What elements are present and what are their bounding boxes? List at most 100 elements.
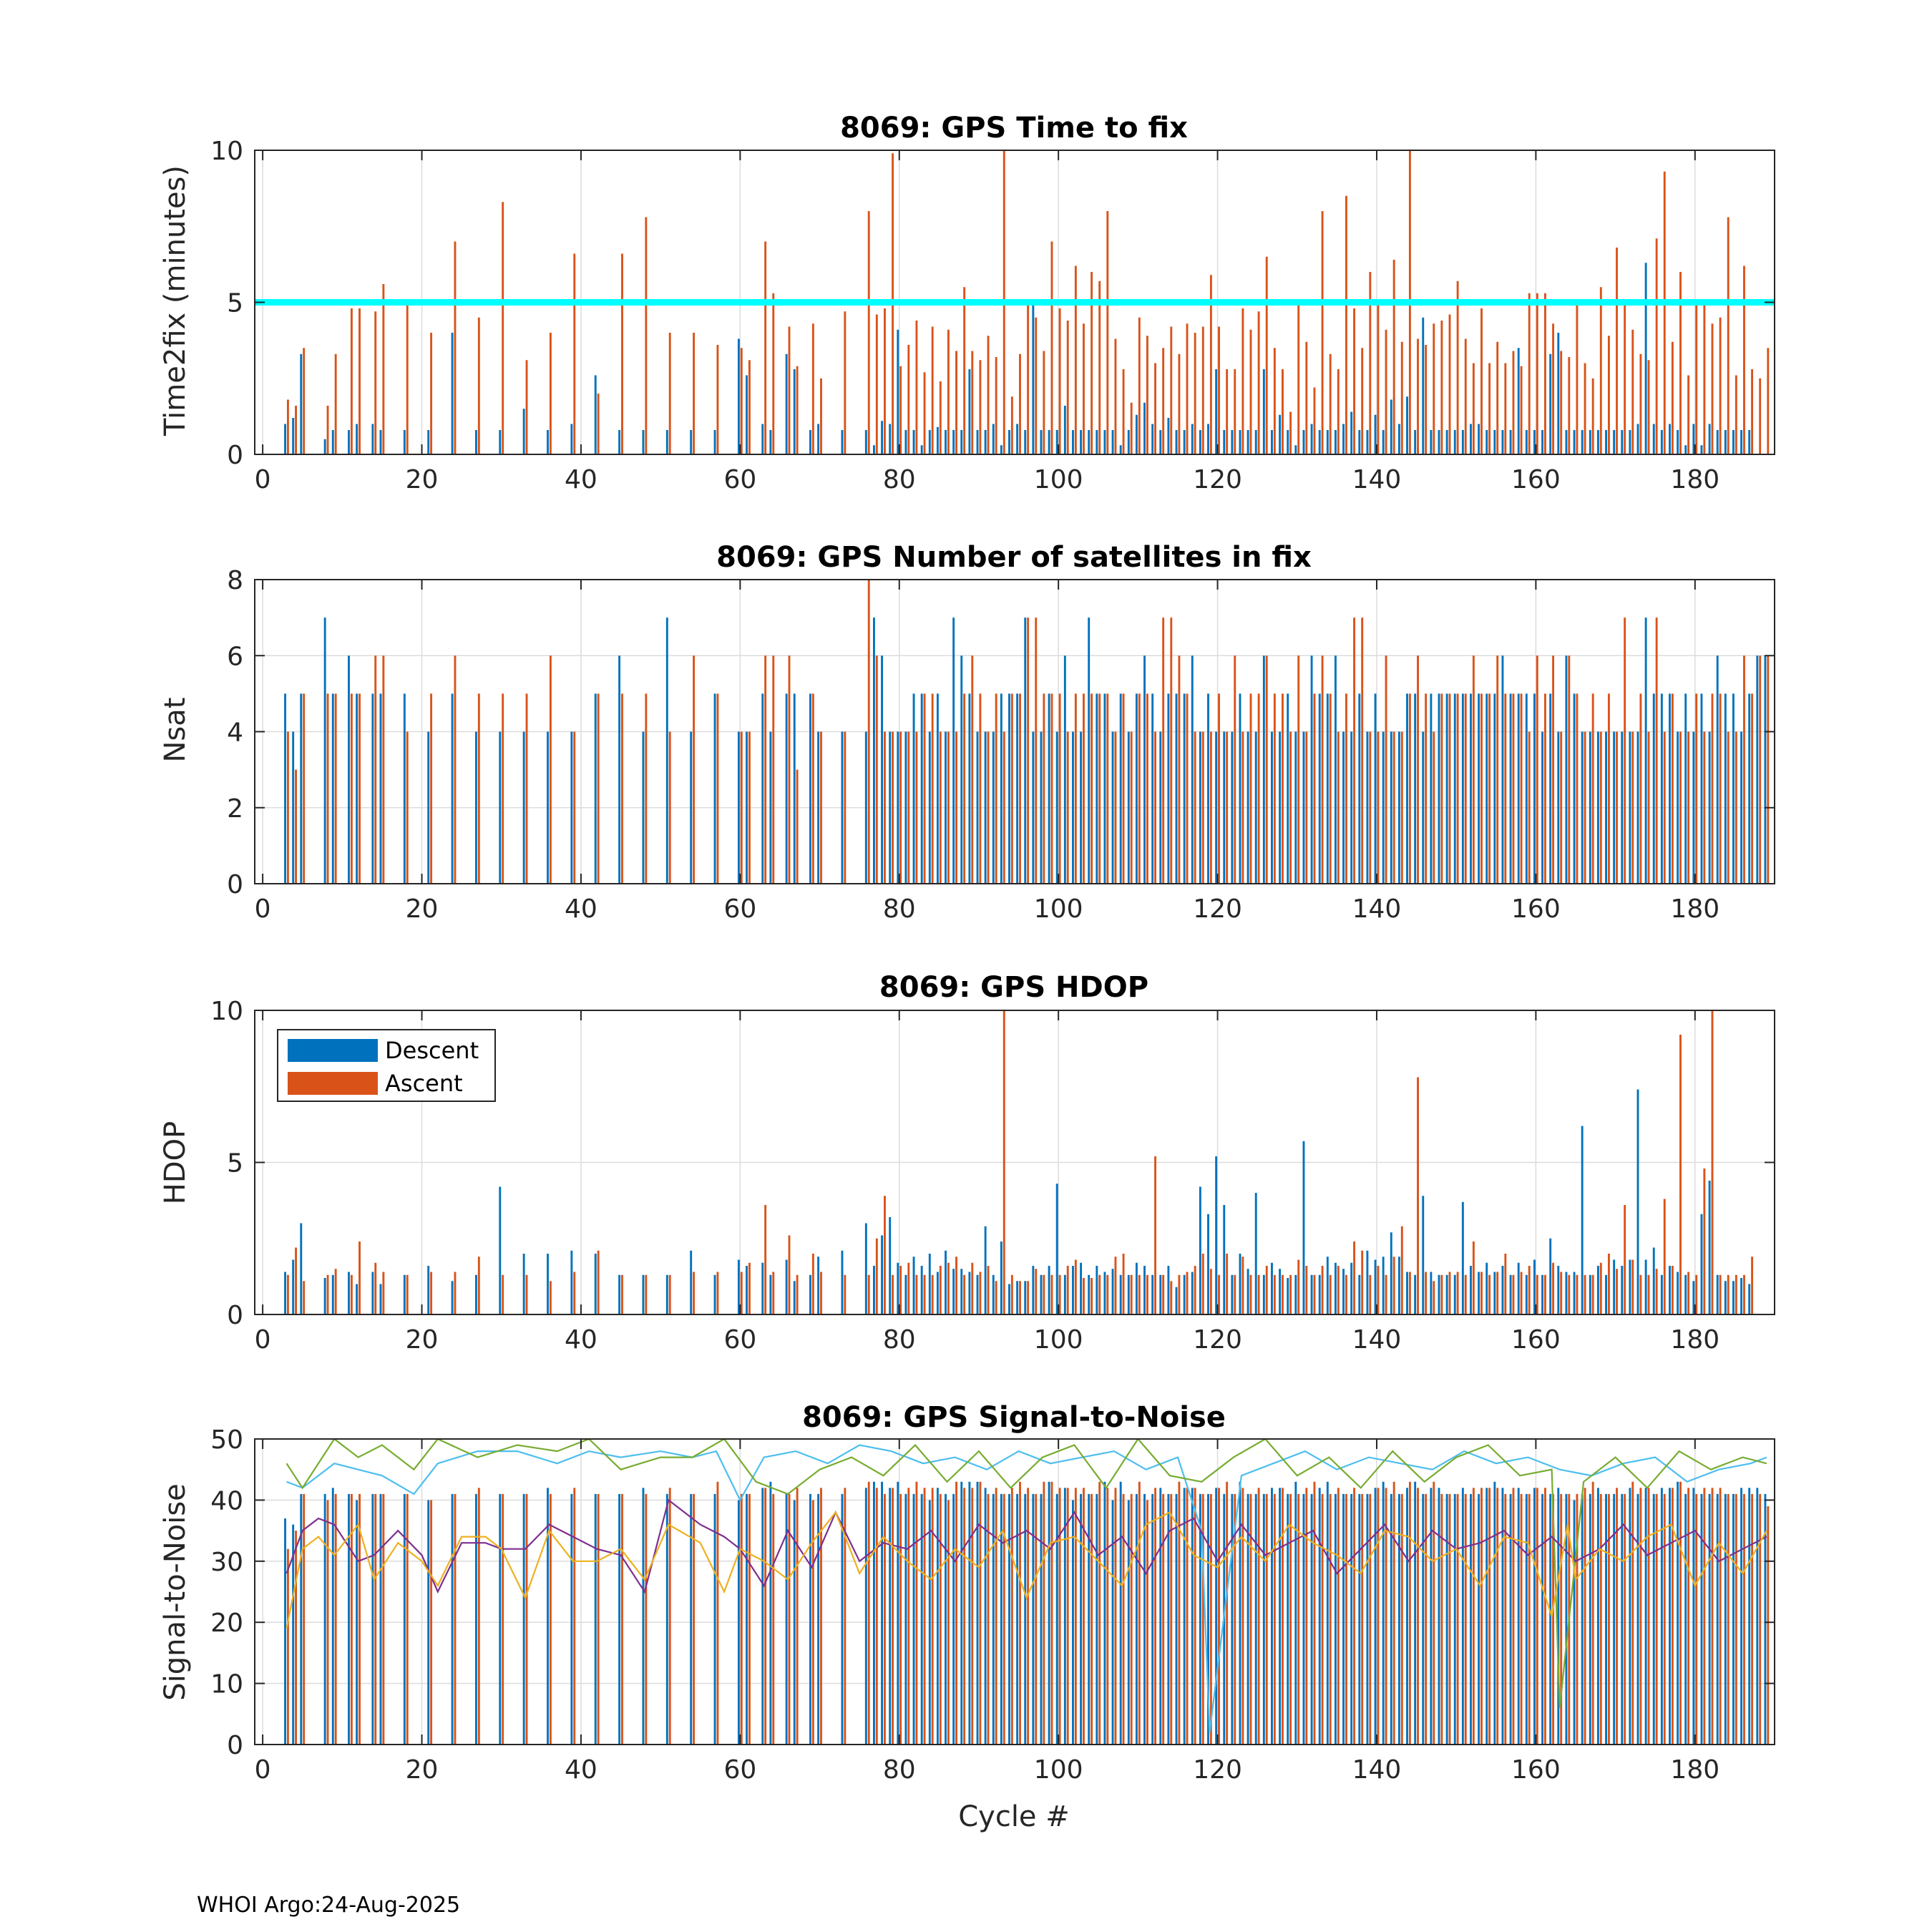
bar-descent — [1287, 1493, 1289, 1745]
bar-descent — [785, 1259, 788, 1314]
bar-ascent — [1480, 308, 1483, 454]
bar-ascent — [1528, 731, 1531, 884]
bar-ascent — [931, 1274, 934, 1314]
bar-ascent — [1488, 363, 1491, 454]
bar-descent — [1533, 430, 1536, 454]
bar-descent — [1254, 731, 1257, 884]
bar-descent — [1326, 693, 1329, 884]
y-tick-label: 0 — [227, 870, 243, 899]
bar-ascent — [1209, 1269, 1212, 1314]
bar-ascent — [1091, 1493, 1093, 1745]
bar-ascent — [1647, 1488, 1650, 1745]
bar-descent — [1358, 430, 1361, 454]
bar-descent — [1302, 1493, 1305, 1745]
bar-descent — [1342, 731, 1345, 884]
bar-descent — [1055, 731, 1058, 884]
bar-ascent — [788, 326, 791, 454]
bar-descent — [356, 1500, 358, 1745]
bar-ascent — [987, 1266, 990, 1314]
bar-descent — [1040, 1274, 1043, 1314]
bar-ascent — [1209, 275, 1212, 454]
bar-ascent — [1631, 329, 1634, 454]
bar-ascent — [1010, 1488, 1013, 1745]
bar-descent — [1414, 1274, 1417, 1314]
bar-ascent — [1576, 693, 1579, 884]
bar-descent — [499, 1186, 502, 1314]
bar-descent — [1223, 1205, 1226, 1314]
y-axis-label-time2fix: Time2fix (minutes) — [159, 165, 192, 436]
bar-descent — [522, 731, 525, 884]
bar-ascent — [454, 655, 457, 884]
bar-ascent — [1512, 693, 1515, 884]
bar-ascent — [1377, 1488, 1380, 1745]
bar-descent — [1024, 1493, 1027, 1745]
bar-ascent — [1751, 693, 1754, 884]
bar-ascent — [1663, 731, 1666, 884]
bar-descent — [1390, 1232, 1392, 1314]
bar-ascent — [1035, 618, 1038, 884]
plot-marks — [284, 1010, 1754, 1314]
bar-ascent — [1607, 336, 1610, 454]
bar-descent — [1581, 430, 1584, 454]
bar-descent — [356, 693, 358, 884]
bar-descent — [1501, 1266, 1504, 1314]
bar-descent — [618, 430, 621, 454]
bar-ascent — [525, 1493, 528, 1745]
bar-descent — [1596, 1266, 1599, 1314]
x-tick-label: 140 — [1352, 1325, 1402, 1355]
bar-ascent — [1345, 195, 1347, 454]
bar-ascent — [374, 1493, 377, 1745]
bar-descent — [1549, 1493, 1552, 1745]
bar-descent — [1143, 1493, 1146, 1745]
bar-descent — [1318, 1274, 1321, 1314]
bar-descent — [1287, 430, 1289, 454]
bar-descent — [1589, 731, 1591, 884]
bar-descent — [968, 1272, 971, 1314]
bar-descent — [348, 655, 350, 884]
bar-descent — [1660, 693, 1663, 884]
bar-ascent — [1265, 256, 1268, 454]
bar-descent — [427, 731, 430, 884]
bar-ascent — [1504, 693, 1507, 884]
bar-descent — [1080, 1262, 1083, 1314]
y-axis-label-nsat: Nsat — [159, 698, 192, 763]
bar-ascent — [1353, 618, 1356, 884]
bar-ascent — [1433, 1281, 1435, 1314]
bar-ascent — [1241, 1257, 1244, 1314]
bar-ascent — [1711, 1488, 1714, 1745]
bar-descent — [594, 1254, 597, 1314]
bar-descent — [889, 424, 892, 454]
bar-descent — [1167, 693, 1170, 884]
bar-descent — [1692, 1281, 1695, 1314]
bar-ascent — [1743, 265, 1745, 454]
bar-descent — [1397, 731, 1400, 884]
bar-ascent — [1464, 693, 1467, 884]
bar-ascent — [844, 1488, 847, 1745]
bar-ascent — [1544, 1274, 1546, 1314]
bar-descent — [1334, 430, 1337, 454]
bar-ascent — [820, 731, 822, 884]
bar-descent — [547, 430, 549, 454]
bar-ascent — [645, 693, 648, 884]
bar-descent — [474, 1493, 477, 1745]
bar-descent — [1541, 1493, 1544, 1745]
bar-descent — [618, 1493, 621, 1745]
bar-ascent — [525, 360, 528, 454]
bar-descent — [1350, 1493, 1353, 1745]
bar-ascent — [1043, 1481, 1045, 1745]
bar-ascent — [1265, 1493, 1268, 1745]
bar-ascent — [1512, 1488, 1515, 1745]
bar-ascent — [1433, 1481, 1435, 1745]
panel-title-hdop: 8069: GPS HDOP — [879, 971, 1148, 1004]
bar-ascent — [772, 655, 775, 884]
bar-ascent — [1711, 693, 1714, 884]
bar-descent — [912, 693, 915, 884]
bar-descent — [1016, 1493, 1019, 1745]
bar-ascent — [979, 1272, 982, 1314]
bar-descent — [1605, 1493, 1607, 1745]
bar-descent — [1445, 1493, 1448, 1745]
bar-descent — [1430, 430, 1433, 454]
bar-descent — [984, 1226, 987, 1314]
bar-descent — [665, 430, 668, 454]
bar-descent — [1453, 1493, 1456, 1745]
